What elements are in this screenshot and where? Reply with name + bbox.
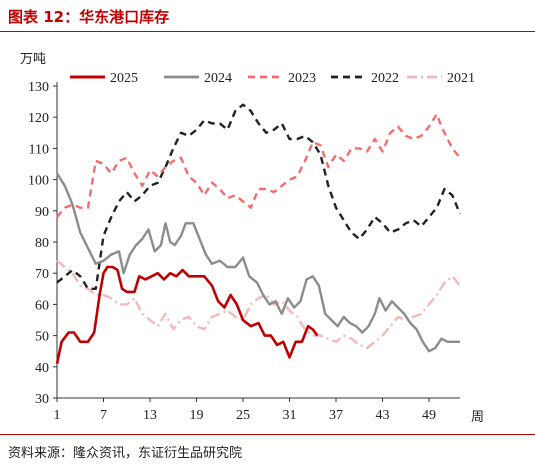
legend-label-2021: 2021 (447, 71, 475, 86)
series-line-2023 (56, 112, 461, 218)
series-line-2024 (55, 172, 460, 353)
x-tick-label: 1 (54, 408, 61, 423)
chart-axes: 30 40 50 60 70 80 90 100 110 120 130 1 7 13 19 25 31 37 43… (28, 80, 460, 423)
y-tick-label: 40 (35, 361, 49, 376)
x-tick-label: 31 (283, 408, 297, 423)
y-tick-label: 50 (35, 330, 49, 345)
x-tick-label: 19 (190, 408, 204, 423)
y-tick-label: 80 (35, 236, 49, 251)
legend-label-2024: 2024 (204, 71, 232, 86)
x-tick-label: 43 (376, 408, 390, 423)
x-tick-label: 25 (236, 408, 250, 423)
y-tick-label: 130 (28, 80, 49, 95)
y-tick-label: 30 (35, 392, 49, 407)
x-axis-unit-label: 周 (471, 410, 484, 425)
y-tick-label: 110 (29, 142, 49, 157)
x-tick-label: 49 (422, 408, 436, 423)
y-tick-label: 60 (35, 298, 49, 313)
x-tick-label: 7 (100, 408, 107, 423)
title-divider (0, 31, 535, 32)
figure-title: 图表 12：华东港口库存 (8, 8, 170, 26)
legend-label-2025: 2025 (110, 71, 138, 86)
chart-legend: 2025 2024 2023 2022 2021 (70, 71, 475, 86)
y-axis-unit-label: 万吨 (20, 52, 46, 67)
x-tick-label: 37 (329, 408, 343, 423)
series-line-2025 (55, 265, 319, 364)
series-line-2021 (56, 259, 461, 350)
source-note: 资料来源：隆众资讯，东证衍生品研究院 (8, 446, 243, 461)
source-divider (0, 434, 535, 435)
series-line-2022 (56, 103, 462, 290)
x-tick-label: 13 (143, 408, 157, 423)
y-tick-label: 120 (28, 111, 49, 126)
legend-label-2022: 2022 (371, 71, 399, 86)
y-tick-label: 90 (35, 205, 49, 220)
y-tick-label: 70 (35, 267, 49, 282)
y-tick-label: 100 (28, 174, 49, 189)
chart-series-lines (55, 103, 462, 364)
legend-label-2023: 2023 (288, 71, 316, 86)
